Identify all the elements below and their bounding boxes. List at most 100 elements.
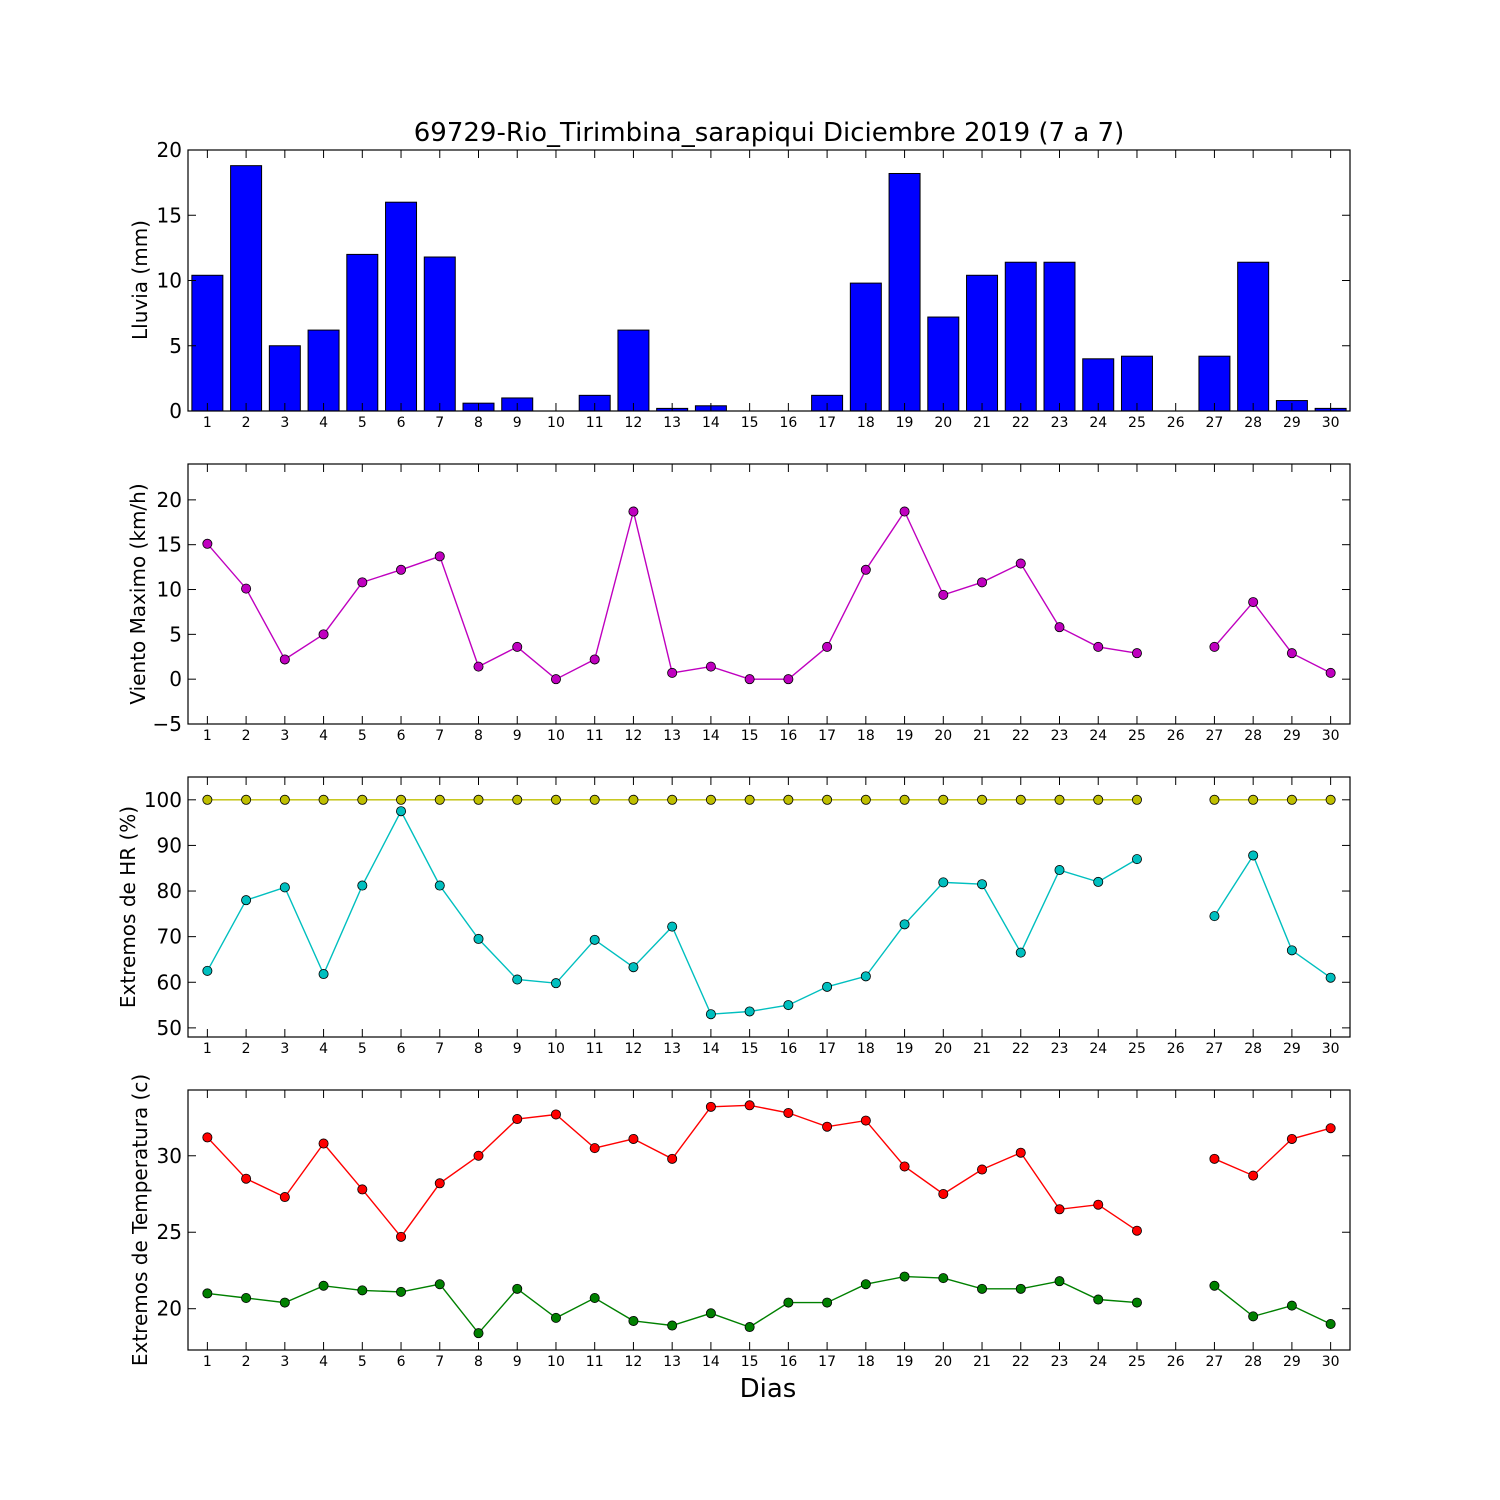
- x-tick-label: 23: [1051, 1041, 1069, 1057]
- x-tick-label: 7: [435, 728, 444, 744]
- x-tick-label: 12: [625, 1354, 643, 1370]
- series-1-point-day-15: [744, 1006, 755, 1017]
- series-0-point-day-10: [550, 1109, 561, 1120]
- bar-day-23: [1043, 261, 1076, 412]
- temperature-panel: Extremos de Temperatura (c) Dias 2025301…: [128, 1074, 1351, 1404]
- chart-title: 69729-Rio_Tirimbina_sarapiqui Diciembre …: [414, 118, 1125, 148]
- x-tick-label: 29: [1283, 415, 1301, 431]
- series-0-point-day-21: [977, 577, 988, 588]
- x-axis-label: Dias: [740, 1374, 797, 1404]
- x-tick-label: 1: [203, 415, 212, 431]
- x-tick-label: 21: [973, 728, 991, 744]
- x-tick-label: 12: [625, 1041, 643, 1057]
- y-tick-label: 50: [157, 1016, 182, 1040]
- x-tick-label: 29: [1283, 1354, 1301, 1370]
- y-tick-label: 60: [157, 970, 182, 994]
- x-tick-label: 27: [1206, 1041, 1224, 1057]
- x-tick-label: 14: [702, 728, 720, 744]
- x-tick-label: 30: [1322, 415, 1340, 431]
- x-tick-label: 16: [779, 1041, 797, 1057]
- x-tick-label: 3: [280, 728, 289, 744]
- bar-day-4: [307, 329, 340, 412]
- series-0-point-day-19: [899, 794, 910, 805]
- x-tick-label: 13: [663, 1041, 681, 1057]
- series-0-point-day-2: [241, 794, 252, 805]
- x-tick-label: 4: [319, 1041, 328, 1057]
- series-1-point-day-29: [1286, 1300, 1297, 1311]
- plot-frame: [187, 1089, 1351, 1351]
- x-tick-label: 26: [1167, 415, 1185, 431]
- series-0-point-day-23: [1054, 1204, 1065, 1215]
- x-tick-label: 13: [663, 728, 681, 744]
- series-0-line-0: [206, 510, 1138, 681]
- x-tick-label: 24: [1089, 1354, 1107, 1370]
- x-tick-label: 4: [319, 728, 328, 744]
- series-0-point-day-7: [434, 1178, 445, 1189]
- series-0-point-day-1: [202, 1132, 213, 1143]
- series-1-point-day-1: [202, 965, 213, 976]
- series-0-point-day-18: [860, 564, 871, 575]
- series-1-point-day-18: [860, 1279, 871, 1290]
- series-0-point-day-21: [977, 794, 988, 805]
- series-0-point-day-27: [1209, 641, 1220, 652]
- series-1-point-day-17: [822, 1297, 833, 1308]
- x-tick-label: 12: [625, 728, 643, 744]
- series-0-point-day-5: [357, 577, 368, 588]
- series-0-point-day-15: [744, 794, 755, 805]
- series-1-point-day-5: [357, 1285, 368, 1296]
- series-1-point-day-10: [550, 1312, 561, 1323]
- series-0-point-day-17: [822, 794, 833, 805]
- series-1-point-day-8: [473, 933, 484, 944]
- series-1-point-day-6: [396, 806, 407, 817]
- x-tick-label: 25: [1128, 1354, 1146, 1370]
- series-1-point-day-12: [628, 1315, 639, 1326]
- y-tick-label: 25: [157, 1220, 182, 1244]
- x-tick-label: 7: [435, 415, 444, 431]
- x-tick-label: 3: [280, 1041, 289, 1057]
- x-tick-label: 5: [358, 1041, 367, 1057]
- x-tick-label: 21: [973, 1041, 991, 1057]
- series-0-point-day-23: [1054, 622, 1065, 633]
- series-0-point-day-6: [396, 794, 407, 805]
- x-tick-label: 4: [319, 1354, 328, 1370]
- series-1-point-day-28: [1248, 1311, 1259, 1322]
- x-tick-label: 2: [242, 728, 251, 744]
- x-tick-label: 7: [435, 1041, 444, 1057]
- x-tick-label: 9: [513, 1354, 522, 1370]
- series-0-point-day-20: [938, 1189, 949, 1200]
- y-tick-label: 5: [169, 334, 182, 358]
- series-1-point-day-14: [705, 1308, 716, 1319]
- series-0-point-day-22: [1015, 794, 1026, 805]
- x-tick-label: 19: [896, 728, 914, 744]
- y-tick-label: 100: [144, 788, 182, 812]
- x-tick-label: 6: [397, 1354, 406, 1370]
- x-tick-label: 20: [934, 1354, 952, 1370]
- series-1-point-day-23: [1054, 1276, 1065, 1287]
- x-tick-label: 11: [586, 415, 604, 431]
- x-tick-label: 26: [1167, 1354, 1185, 1370]
- series-0-point-day-16: [783, 794, 794, 805]
- x-tick-label: 25: [1128, 728, 1146, 744]
- x-tick-label: 6: [397, 1041, 406, 1057]
- x-tick-label: 26: [1167, 1041, 1185, 1057]
- y-tick-label: 5: [169, 622, 182, 646]
- series-1-point-day-21: [977, 879, 988, 890]
- x-tick-label: 30: [1322, 728, 1340, 744]
- x-tick-label: 2: [242, 415, 251, 431]
- series-0-point-day-20: [938, 589, 949, 600]
- series-1-point-day-20: [938, 1273, 949, 1284]
- y-tick-label: 20: [157, 1297, 182, 1321]
- x-tick-label: 29: [1283, 1041, 1301, 1057]
- series-0-point-day-2: [241, 1173, 252, 1184]
- series-0-point-day-8: [473, 1150, 484, 1161]
- series-0-point-day-8: [473, 661, 484, 672]
- bar-day-22: [1004, 261, 1037, 412]
- series-1-point-day-4: [318, 969, 329, 980]
- series-0-point-day-13: [667, 667, 678, 678]
- x-tick-label: 30: [1322, 1354, 1340, 1370]
- series-1-point-day-5: [357, 880, 368, 891]
- series-1-point-day-23: [1054, 865, 1065, 876]
- x-tick-label: 14: [702, 1354, 720, 1370]
- series-1-point-day-16: [783, 1000, 794, 1011]
- series-1-point-day-21: [977, 1283, 988, 1294]
